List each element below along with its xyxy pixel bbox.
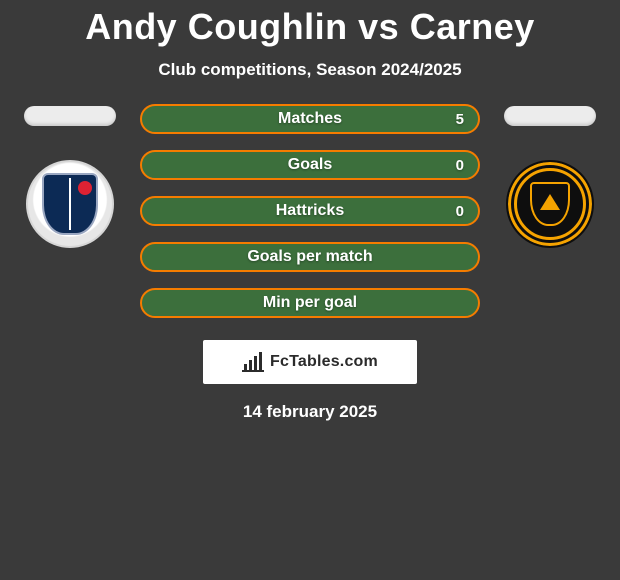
stat-right-value: 0 — [456, 157, 464, 174]
footer-brand-label: FcTables.com — [270, 353, 378, 371]
bar-chart-icon — [242, 352, 264, 372]
stats-column: Matches 5 Goals 0 Hattricks 0 Goals per match M… — [140, 104, 480, 318]
shield-icon — [42, 173, 98, 235]
right-club-crest — [506, 160, 594, 248]
stat-bar: Hattricks 0 — [140, 196, 480, 226]
page-title: Andy Coughlin vs Carney — [0, 6, 620, 48]
stat-bar: Matches 5 — [140, 104, 480, 134]
stat-label: Goals per match — [247, 248, 372, 266]
right-player-pill — [504, 106, 596, 126]
date-label: 14 february 2025 — [0, 402, 620, 422]
footer-brand[interactable]: FcTables.com — [203, 340, 417, 384]
stat-label: Goals — [288, 156, 332, 174]
left-player-pill — [24, 106, 116, 126]
stat-right-value: 5 — [456, 111, 464, 128]
comparison-card: Andy Coughlin vs Carney Club competition… — [0, 0, 620, 422]
stat-bar: Goals 0 — [140, 150, 480, 180]
left-player-col — [20, 104, 120, 248]
left-club-crest — [26, 160, 114, 248]
subtitle: Club competitions, Season 2024/2025 — [0, 60, 620, 80]
content-row: Matches 5 Goals 0 Hattricks 0 Goals per match M… — [0, 104, 620, 318]
stat-right-value: 0 — [456, 203, 464, 220]
stat-bar: Goals per match — [140, 242, 480, 272]
stat-label: Min per goal — [263, 294, 357, 312]
right-player-col — [500, 104, 600, 248]
stat-label: Hattricks — [276, 202, 344, 220]
stat-bar: Min per goal — [140, 288, 480, 318]
stat-label: Matches — [278, 110, 342, 128]
